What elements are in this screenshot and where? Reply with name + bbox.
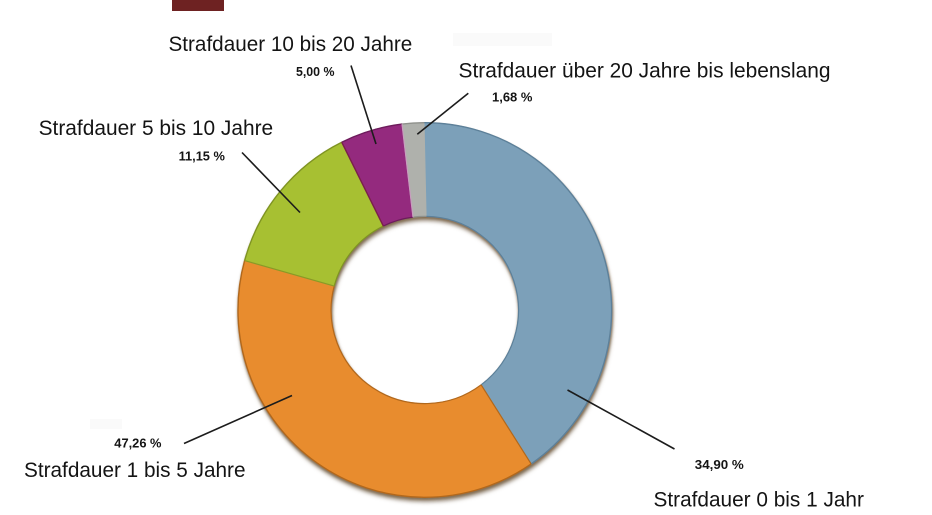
svg-text:1,68 %: 1,68 % xyxy=(492,89,533,104)
svg-text:Strafdauer 1 bis 5 Jahre: Strafdauer 1 bis 5 Jahre xyxy=(24,458,246,482)
svg-text:Strafdauer 10 bis 20 Jahre: Strafdauer 10 bis 20 Jahre xyxy=(169,32,413,56)
svg-text:34,90 %: 34,90 % xyxy=(695,457,744,472)
svg-text:47,26 %: 47,26 % xyxy=(114,436,162,451)
svg-text:Strafdauer 0 bis 1 Jahr: Strafdauer 0 bis 1 Jahr xyxy=(654,487,864,511)
svg-text:Strafdauer 5 bis 10 Jahre: Strafdauer 5 bis 10 Jahre xyxy=(39,116,274,140)
svg-text:5,00 %: 5,00 % xyxy=(296,64,335,79)
svg-text:11,15 %: 11,15 % xyxy=(179,148,226,163)
svg-text:Strafdauer über 20 Jahre bis l: Strafdauer über 20 Jahre bis lebenslang xyxy=(459,59,831,83)
